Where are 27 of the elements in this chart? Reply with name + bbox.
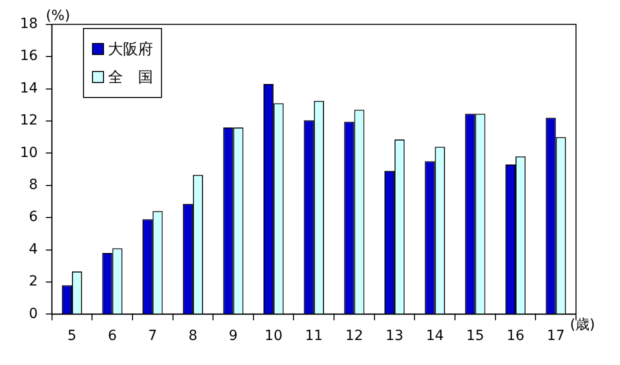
x-tick-label: 9 [228, 328, 238, 344]
y-tick-label: 8 [28, 177, 38, 194]
x-tick-label: 15 [466, 328, 484, 344]
x-tick-label: 16 [506, 328, 525, 344]
y-tick-label: 6 [28, 209, 38, 226]
y-tick-label: 14 [20, 80, 38, 96]
x-tick-label: 12 [345, 328, 364, 344]
x-tick-label: 14 [426, 328, 444, 344]
y-tick-label: 18 [20, 16, 38, 32]
x-tick-label: 7 [148, 328, 158, 344]
y-tick-label: 2 [28, 274, 38, 290]
x-tick-label: 6 [108, 328, 117, 344]
x-tick-label: 13 [386, 328, 404, 344]
x-tick-label: 8 [188, 328, 198, 344]
x-axis-title: (歳) [570, 316, 595, 333]
y-axis-title: (%) [46, 8, 70, 24]
y-tick-label: 4 [28, 241, 38, 258]
legend-label: 大阪府 [108, 39, 153, 60]
y-tick-label: 12 [20, 112, 38, 129]
y-tick-label: 10 [20, 144, 38, 161]
x-tick-label: 17 [546, 328, 565, 344]
legend-label: 全 国 [108, 67, 153, 88]
x-tick-label: 10 [264, 328, 282, 344]
y-tick-label: 0 [28, 306, 38, 322]
x-tick-label: 11 [304, 328, 323, 344]
x-tick-label: 5 [68, 328, 76, 344]
y-tick-label: 16 [20, 48, 38, 64]
